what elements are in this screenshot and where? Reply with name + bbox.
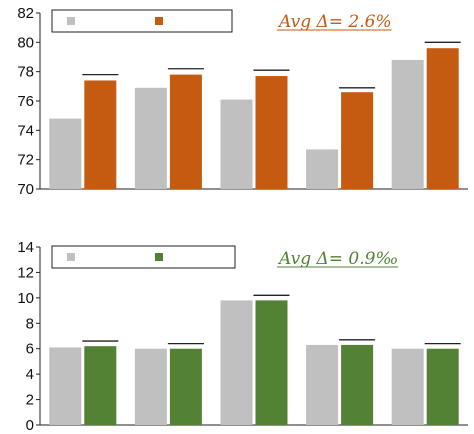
baseline-bar [134, 348, 167, 425]
y-tick-label: 12 [17, 264, 34, 281]
improved-bar [169, 348, 202, 425]
baseline-bar [306, 344, 339, 425]
improved-bar [255, 76, 288, 189]
avg-delta-annotation: Avg Δ= 0.9‰ [277, 249, 398, 269]
improved-bar [426, 348, 459, 425]
improved-bar [341, 92, 374, 189]
y-tick-label: 76 [17, 93, 34, 110]
legend-swatch-improved [155, 17, 163, 25]
improved-bar [426, 48, 459, 190]
improved-bar [84, 80, 117, 189]
baseline-bar [220, 300, 253, 425]
y-tick-label: 4 [26, 366, 34, 383]
legend-swatch-baseline [67, 17, 75, 25]
baseline-bar [49, 347, 82, 425]
baseline-bar [49, 118, 82, 189]
baseline-bar [220, 99, 253, 189]
baseline-bar [391, 348, 424, 425]
y-tick-label: 10 [17, 290, 34, 307]
legend-swatch-baseline [67, 253, 75, 261]
y-tick-label: 14 [17, 239, 34, 256]
improved-bar [84, 346, 117, 425]
improved-bar [169, 74, 202, 189]
y-tick-label: 72 [17, 152, 34, 169]
y-tick-label: 0 [26, 417, 34, 434]
improved-bar [341, 344, 374, 425]
legend-box [51, 9, 233, 33]
y-tick-label: 6 [26, 341, 34, 358]
legend-box [51, 245, 236, 269]
baseline-bar [306, 149, 339, 189]
baseline-bar [391, 59, 424, 189]
improved-bar [255, 300, 288, 425]
y-tick-label: 82 [17, 5, 34, 22]
y-tick-label: 80 [17, 34, 34, 51]
baseline-bar [134, 87, 167, 189]
y-tick-label: 70 [17, 181, 34, 198]
y-tick-label: 78 [17, 64, 34, 81]
y-tick-label: 74 [17, 122, 34, 139]
y-tick-label: 2 [26, 392, 34, 409]
y-tick-label: 8 [26, 315, 34, 332]
avg-delta-annotation: Avg Δ= 2.6% [277, 12, 392, 32]
legend-swatch-improved [155, 253, 163, 261]
